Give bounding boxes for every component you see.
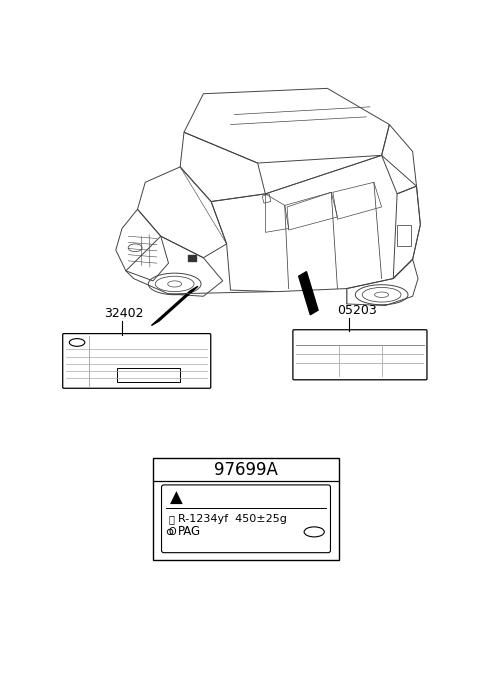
Polygon shape [152, 286, 198, 325]
Bar [153, 458, 339, 560]
Text: 97699A: 97699A [214, 460, 278, 479]
FancyBboxPatch shape [63, 334, 211, 388]
Bar [117, 368, 180, 382]
Text: 05203: 05203 [337, 304, 377, 317]
FancyBboxPatch shape [162, 485, 330, 553]
FancyBboxPatch shape [293, 329, 427, 379]
Bar [397, 225, 411, 246]
Polygon shape [299, 272, 318, 314]
Text: ⭡: ⭡ [168, 514, 174, 524]
Text: 32402: 32402 [104, 307, 144, 320]
Text: R-1234yf  450±25g: R-1234yf 450±25g [178, 514, 287, 524]
Text: O: O [168, 527, 176, 537]
Text: PAG: PAG [178, 525, 201, 538]
Text: ▲: ▲ [170, 489, 183, 507]
Bar [188, 256, 197, 262]
